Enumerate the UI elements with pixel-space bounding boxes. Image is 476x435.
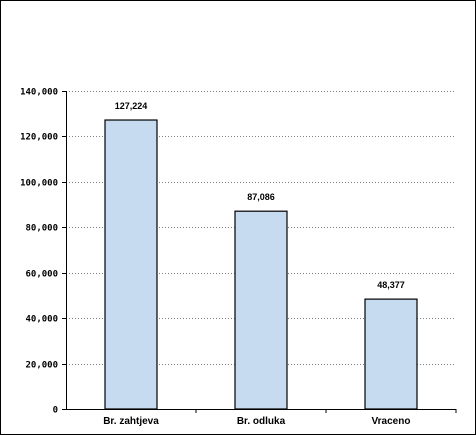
y-tick-label: 20,000: [25, 361, 58, 371]
x-tick-label: Br. zahtjeva: [103, 416, 159, 427]
data-labels: 127,224 87,086 48,377: [115, 101, 405, 290]
x-tick-label: Vraceno: [372, 416, 411, 427]
data-label: 127,224: [115, 101, 148, 111]
bar: [234, 210, 288, 410]
y-tick-label: 140,000: [20, 88, 58, 98]
data-label: 87,086: [247, 192, 275, 202]
bar: [104, 119, 158, 410]
y-tick-label: 60,000: [25, 270, 58, 280]
y-tick-label: 80,000: [25, 224, 58, 234]
y-tick-label: 0: [53, 406, 58, 416]
y-tick-label: 40,000: [25, 315, 58, 325]
y-axis-ticks: 0 20,000 40,000 60,000 80,000 100,000 120,000 1…: [20, 88, 66, 416]
bar: [364, 298, 418, 410]
data-label: 48,377: [377, 280, 405, 290]
axes: [66, 91, 457, 413]
x-tick-label: Br. odluka: [237, 416, 286, 427]
bars: [104, 119, 418, 410]
y-tick-label: 100,000: [20, 179, 58, 189]
y-tick-label: 120,000: [20, 133, 58, 143]
x-axis-labels: Br. zahtjeva Br. odluka Vraceno: [103, 416, 410, 427]
